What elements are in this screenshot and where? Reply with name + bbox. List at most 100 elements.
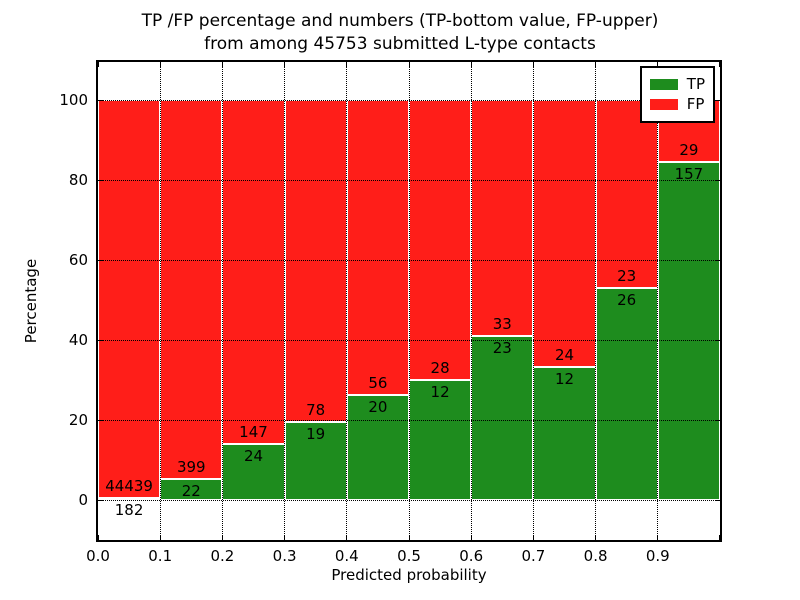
- y-tick-label: 20: [68, 411, 88, 429]
- bar-segment-tp: [284, 421, 347, 500]
- chart-title-line2: from among 45753 submitted L-type contac…: [204, 34, 596, 54]
- x-tick-mark: [159, 535, 161, 540]
- x-tick-label: 0.8: [583, 547, 608, 565]
- x-tick-mark: [97, 62, 99, 67]
- y-tick-mark: [98, 179, 103, 181]
- chart-title: TP /FP percentage and numbers (TP-bottom…: [87, 10, 713, 56]
- fp-count-label: 23: [617, 266, 637, 285]
- bar-segment-fp: [98, 100, 161, 499]
- y-tick-mark: [715, 339, 720, 341]
- y-tick-label: 0: [78, 491, 88, 509]
- bar-segment-tp: [222, 443, 285, 500]
- bar-segment-fp: [471, 100, 534, 336]
- x-tick-label: 0.3: [272, 547, 297, 565]
- tp-count-label: 20: [368, 397, 388, 416]
- tp-count-label: 24: [243, 446, 264, 465]
- bar-segment-tp: [160, 479, 223, 500]
- x-tick-mark: [532, 535, 534, 540]
- legend-label-tp: TP: [686, 75, 705, 93]
- fp-count-label: 56: [368, 373, 388, 392]
- plot-area: TP FP 44439 182 399 22 147 24 78 19 56 20 28 12 33 23…: [96, 60, 722, 542]
- x-tick-mark: [97, 535, 99, 540]
- tp-count-label: 12: [554, 369, 575, 388]
- x-tick-mark: [595, 62, 597, 67]
- y-tick-mark: [715, 99, 720, 101]
- chart-title-line1: TP /FP percentage and numbers (TP-bottom…: [141, 11, 659, 31]
- x-tick-mark: [718, 535, 720, 540]
- tp-count-label: 23: [492, 338, 512, 357]
- bar-segment-fp: [533, 100, 596, 367]
- fp-count-label: 33: [492, 314, 512, 333]
- fp-count-label: 24: [554, 345, 575, 364]
- fp-count-label: 78: [306, 400, 326, 419]
- v-gridline: [657, 62, 659, 540]
- y-tick-mark: [98, 259, 103, 261]
- fp-count-label: 44439: [105, 477, 153, 496]
- fp-count-label: 29: [679, 141, 699, 160]
- x-tick-mark: [284, 62, 286, 67]
- x-tick-mark: [718, 62, 720, 67]
- fp-count-label: 399: [176, 458, 206, 477]
- legend-label-fp: FP: [686, 95, 705, 113]
- x-tick-mark: [657, 535, 659, 540]
- v-gridline: [284, 62, 286, 540]
- x-tick-label: 0.9: [645, 547, 670, 565]
- y-tick-mark: [715, 259, 720, 261]
- y-tick-mark: [98, 99, 103, 101]
- x-tick-label: 0.5: [397, 547, 421, 565]
- bar-segment-fp: [284, 100, 347, 422]
- legend: TP FP: [639, 66, 715, 123]
- x-tick-label: 0.1: [148, 547, 173, 565]
- bar-segment-tp: [533, 366, 596, 500]
- bar-segment-fp: [160, 100, 223, 480]
- v-gridline: [221, 62, 223, 540]
- y-tick-label: 40: [68, 331, 88, 349]
- y-tick-mark: [98, 419, 103, 421]
- v-gridline: [595, 62, 597, 540]
- y-tick-label: 80: [68, 171, 88, 189]
- v-gridline: [470, 62, 472, 540]
- y-tick-mark: [98, 499, 103, 501]
- x-tick-mark: [346, 62, 348, 67]
- tp-count-label: 19: [306, 424, 326, 443]
- x-tick-mark: [595, 535, 597, 540]
- bar-segment-tp: [346, 394, 409, 500]
- legend-swatch-tp-icon: [649, 79, 678, 90]
- x-axis-label: Predicted probability: [331, 566, 487, 584]
- y-tick-mark: [715, 419, 720, 421]
- bar-segment-fp: [222, 100, 285, 444]
- bar-segment-tp: [409, 380, 472, 500]
- bar-segment-tp: [595, 287, 658, 500]
- x-tick-label: 0.0: [86, 547, 110, 565]
- y-tick-mark: [98, 339, 103, 341]
- x-tick-mark: [657, 62, 659, 67]
- tp-count-label: 22: [181, 482, 201, 501]
- x-tick-mark: [532, 62, 534, 67]
- v-gridline: [532, 62, 534, 540]
- x-tick-mark: [221, 535, 223, 540]
- x-tick-label: 0.4: [334, 547, 359, 565]
- bar-segment-tp: [471, 335, 534, 500]
- legend-item-fp: FP: [649, 95, 705, 113]
- v-gridline: [159, 62, 161, 540]
- x-tick-mark: [284, 535, 286, 540]
- x-tick-label: 0.2: [210, 547, 235, 565]
- x-tick-mark: [470, 62, 472, 67]
- x-tick-mark: [408, 62, 410, 67]
- bar-segment-fp: [409, 100, 472, 380]
- legend-item-tp: TP: [649, 75, 705, 93]
- bar-segment-fp: [595, 100, 658, 288]
- tp-count-label: 157: [674, 165, 704, 184]
- legend-swatch-fp-icon: [649, 99, 678, 110]
- y-tick-label: 100: [59, 91, 88, 109]
- tp-count-label: 26: [617, 290, 637, 309]
- x-tick-mark: [470, 535, 472, 540]
- bar-segment-fp: [346, 100, 409, 395]
- tp-count-label: 182: [114, 501, 144, 520]
- x-tick-mark: [221, 62, 223, 67]
- y-tick-label: 60: [68, 251, 88, 269]
- tp-count-label: 12: [430, 383, 450, 401]
- x-tick-label: 0.7: [521, 547, 546, 565]
- y-tick-mark: [715, 499, 720, 501]
